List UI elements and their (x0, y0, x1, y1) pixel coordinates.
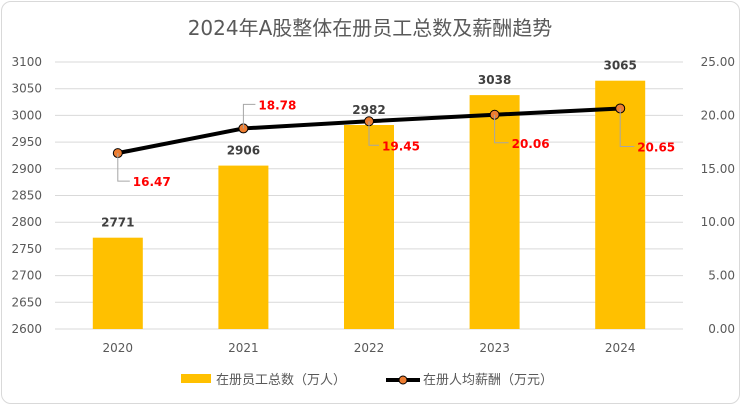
y-left-tick-label: 2800 (11, 215, 42, 229)
x-tick-label: 2021 (228, 341, 259, 355)
y-left-tick-label: 3000 (11, 108, 42, 122)
line-data-label: 20.06 (512, 137, 550, 151)
y-left-tick-label: 2750 (11, 242, 42, 256)
legend-line-marker (398, 375, 408, 385)
y-left-tick-label: 3050 (11, 82, 42, 96)
legend: 在册员工总数（万人） 在册人均薪酬（万元） (181, 373, 553, 388)
bar-2021 (218, 165, 269, 329)
y-right-tick-label: 0.00 (708, 322, 735, 336)
leader-line (494, 114, 509, 144)
leader-line (368, 121, 379, 146)
y-left-tick-label: 2600 (11, 322, 42, 336)
legend-bar-label: 在册员工总数（万人） (216, 373, 346, 388)
legend-bar-swatch (181, 374, 211, 383)
x-tick-label: 2020 (103, 341, 134, 355)
y-right-tick-label: 10.00 (701, 215, 735, 229)
y-left-tick-label: 2850 (11, 189, 42, 203)
leader-line (117, 153, 130, 182)
y-right-tick-label: 25.00 (701, 55, 735, 69)
y-left-tick-label: 2950 (11, 135, 42, 149)
x-tick-label: 2023 (479, 341, 510, 355)
bar-data-label: 2982 (352, 103, 385, 117)
x-tick-label: 2024 (605, 341, 636, 355)
x-tick-label: 2022 (354, 341, 385, 355)
bar-2020 (92, 237, 143, 329)
y-right-tick-label: 5.00 (708, 269, 735, 283)
leader-line (242, 103, 256, 129)
y-left-tick-label: 2900 (11, 162, 42, 176)
line-data-label: 18.78 (258, 98, 296, 112)
bar-data-label: 2771 (101, 216, 134, 230)
leader-line (619, 108, 635, 147)
y-left-tick-label: 2700 (11, 269, 42, 283)
bar-data-label: 2906 (227, 144, 260, 158)
y-right-tick-label: 20.00 (701, 108, 735, 122)
y-left-tick-label: 3100 (11, 55, 42, 69)
bar-data-label: 3038 (478, 73, 511, 87)
chart-title: 2024年A股整体在册员工总数及薪酬趋势 (188, 16, 553, 40)
line-data-label: 20.65 (637, 140, 675, 154)
legend-line-label: 在册人均薪酬（万元） (423, 373, 553, 388)
bar-2022 (344, 125, 394, 330)
bar-data-label: 3065 (603, 59, 636, 73)
line-data-label: 16.47 (133, 175, 171, 189)
y-left-tick-label: 2650 (11, 295, 42, 309)
y-right-tick-label: 15.00 (701, 162, 735, 176)
line-data-label: 19.45 (382, 139, 420, 153)
